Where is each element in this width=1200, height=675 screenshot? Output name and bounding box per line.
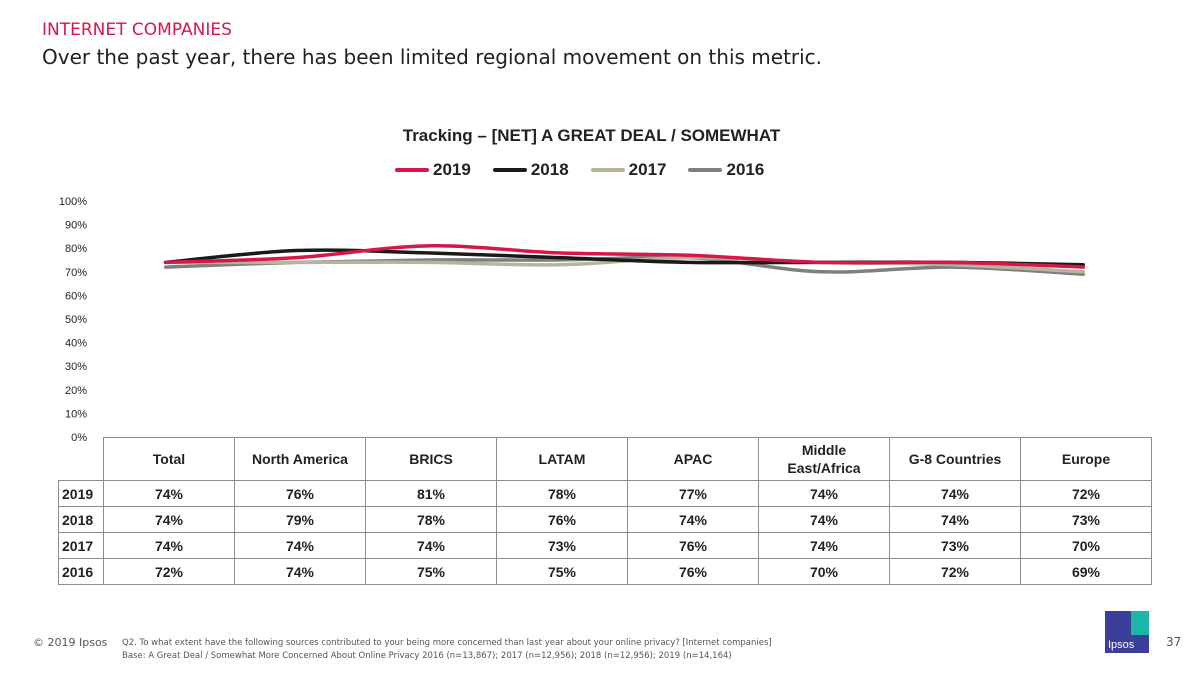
table-cell: 74% xyxy=(103,532,235,559)
chart-title: Tracking – [NET] A GREAT DEAL / SOMEWHAT xyxy=(402,126,781,145)
table-cell: 76% xyxy=(234,480,366,507)
table-cell: 73% xyxy=(496,532,628,559)
table-row: 2017 74% 74% 74% 73% 76% 74% 73% 70% xyxy=(58,532,1152,559)
data-table: Total North America BRICS LATAM APAC Middle Ea… xyxy=(58,437,1152,585)
table-column-header: Middle East/Africa xyxy=(758,437,890,481)
table-column-header: G-8 Countries xyxy=(889,437,1021,481)
y-tick-label: 0% xyxy=(71,432,87,444)
table-cell: 69% xyxy=(1020,558,1152,585)
table-column-header: APAC xyxy=(627,437,759,481)
table-cell: 75% xyxy=(365,558,497,585)
chart-legend: 2019 2018 2017 2016 xyxy=(395,160,764,180)
table-cell: 74% xyxy=(627,506,759,533)
table-row-label: 2016 xyxy=(58,558,104,585)
table-cell: 73% xyxy=(889,532,1021,559)
logo-wordmark: Ipsos xyxy=(1108,639,1135,651)
table-cell: 78% xyxy=(365,506,497,533)
y-tick-label: 50% xyxy=(65,314,87,326)
table-cell: 72% xyxy=(103,558,235,585)
ipsos-logo: Ipsos xyxy=(1105,611,1149,653)
footnote-base: Base: A Great Deal / Somewhat More Conce… xyxy=(122,651,732,661)
table-row-label: 2018 xyxy=(58,506,104,533)
y-tick-label: 30% xyxy=(65,361,87,373)
table-cell: 76% xyxy=(627,532,759,559)
page-headline: Over the past year, there has been limit… xyxy=(42,45,823,69)
table-column-header: Europe xyxy=(1020,437,1152,481)
y-tick-label: 10% xyxy=(65,408,87,420)
table-cell: 74% xyxy=(234,558,366,585)
table-header-row: Total North America BRICS LATAM APAC Middle Ea… xyxy=(59,437,1152,481)
page-number: 37 xyxy=(1166,635,1182,649)
logo-accent xyxy=(1131,611,1149,635)
y-tick-label: 90% xyxy=(65,220,87,232)
table-cell: 76% xyxy=(627,558,759,585)
table-cell: 79% xyxy=(234,506,366,533)
table-cell: 70% xyxy=(1020,532,1152,559)
y-tick-label: 20% xyxy=(65,385,87,397)
table-cell: 74% xyxy=(758,532,890,559)
legend-label: 2017 xyxy=(628,160,667,179)
table-cell: 77% xyxy=(627,480,759,507)
table-row: 2018 74% 79% 78% 76% 74% 74% 74% 73% xyxy=(58,506,1152,533)
legend-item-2019: 2019 xyxy=(395,160,471,180)
table-cell: 75% xyxy=(496,558,628,585)
table-cell: 74% xyxy=(234,532,366,559)
y-axis: 0% 10% 20% 30% 40% 50% 60% 70% 80% 90% 100% xyxy=(59,196,87,444)
legend-item-2018: 2018 xyxy=(492,160,569,180)
table-column-header: BRICS xyxy=(365,437,497,481)
table-column-header: LATAM xyxy=(496,437,628,481)
y-tick-label: 70% xyxy=(65,267,87,279)
legend-swatch xyxy=(395,168,429,172)
table-cell: 74% xyxy=(758,506,890,533)
y-tick-label: 60% xyxy=(65,290,87,302)
table-cell: 74% xyxy=(103,506,235,533)
series-lines xyxy=(163,244,1085,276)
table-column-header: Total xyxy=(103,437,235,481)
y-tick-label: 40% xyxy=(65,338,87,350)
table-cell: 74% xyxy=(889,506,1021,533)
table-cell: 81% xyxy=(365,480,497,507)
copyright: © 2019 Ipsos xyxy=(33,636,108,649)
legend-swatch xyxy=(492,168,527,172)
table-cell: 72% xyxy=(889,558,1021,585)
table-cell: 76% xyxy=(496,506,628,533)
table-cell: 74% xyxy=(365,532,497,559)
legend-item-2017: 2017 xyxy=(590,160,667,180)
table-cell: 70% xyxy=(758,558,890,585)
footnote: Q2. To what extent have the following so… xyxy=(122,637,772,663)
table-row: 2019 74% 76% 81% 78% 77% 74% 74% 72% xyxy=(58,480,1152,507)
legend-item-2016: 2016 xyxy=(688,160,764,180)
table-corner xyxy=(59,438,104,481)
legend-label: 2018 xyxy=(530,160,569,179)
table-cell: 72% xyxy=(1020,480,1152,507)
series-line-2019 xyxy=(163,244,1085,269)
legend-label: 2016 xyxy=(726,160,765,179)
table-row: 2016 72% 74% 75% 75% 76% 70% 72% 69% xyxy=(58,558,1152,585)
y-tick-label: 80% xyxy=(65,243,87,255)
table-column-header: North America xyxy=(234,437,366,481)
table-cell: 74% xyxy=(758,480,890,507)
table-cell: 78% xyxy=(496,480,628,507)
legend-swatch xyxy=(590,168,625,172)
section-label: INTERNET COMPANIES xyxy=(42,20,232,40)
footnote-question: Q2. To what extent have the following so… xyxy=(122,638,772,648)
legend-label: 2019 xyxy=(433,160,471,179)
table-cell: 74% xyxy=(889,480,1021,507)
table-row-label: 2019 xyxy=(58,480,104,507)
y-tick-label: 100% xyxy=(59,196,87,208)
table-row-label: 2017 xyxy=(58,532,104,559)
legend-swatch xyxy=(688,168,723,172)
table-cell: 74% xyxy=(103,480,235,507)
table-cell: 73% xyxy=(1020,506,1152,533)
